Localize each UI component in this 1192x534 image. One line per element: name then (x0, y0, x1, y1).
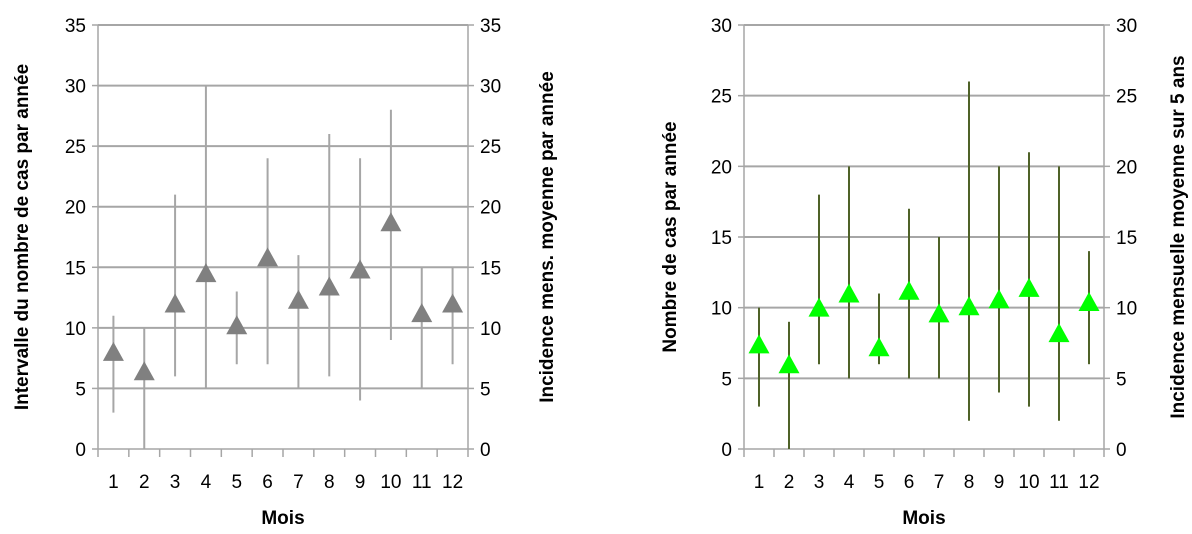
x-tick-label: 11 (412, 472, 432, 493)
y2-tick-label: 5 (1116, 369, 1127, 390)
y2-tick-label: 15 (1116, 228, 1137, 249)
y-axis-title: Nombre de cas par année (660, 121, 681, 352)
y2-tick-label: 20 (480, 198, 501, 219)
x-tick-label: 6 (904, 472, 915, 493)
x-tick-label: 9 (355, 472, 366, 493)
data-point-marker (287, 289, 309, 309)
y2-tick-label: 35 (480, 16, 501, 37)
y2-tick-label: 25 (480, 137, 501, 158)
y2-tick-label: 0 (480, 440, 491, 461)
data-point-marker (928, 303, 950, 323)
y-tick-label: 20 (65, 198, 86, 219)
data-point-marker (226, 315, 248, 335)
y2-tick-label: 10 (1116, 299, 1137, 320)
data-point-marker (838, 283, 860, 303)
data-point-marker (102, 341, 124, 361)
y2-tick-label: 10 (480, 319, 501, 340)
data-point-marker (808, 297, 830, 317)
y2-tick-label: 30 (480, 77, 501, 98)
y-tick-label: 15 (65, 258, 86, 279)
data-point-marker (748, 334, 770, 354)
x-axis-title: Mois (902, 508, 945, 529)
x-tick-label: 10 (1018, 472, 1039, 493)
data-point-marker (411, 303, 433, 323)
x-tick-label: 5 (231, 472, 242, 493)
data-point-marker (988, 289, 1010, 309)
y2-tick-label: 0 (1116, 440, 1127, 461)
x-tick-label: 2 (139, 472, 150, 493)
y2-tick-label: 30 (1116, 16, 1137, 37)
data-point-marker (778, 354, 800, 374)
x-tick-label: 4 (844, 472, 855, 493)
x-tick-label: 9 (994, 472, 1005, 493)
y-tick-label: 5 (75, 379, 86, 400)
y2-tick-label: 20 (1116, 157, 1137, 178)
data-point-marker (318, 276, 340, 296)
y2-tick-label: 25 (1116, 87, 1137, 108)
data-point-marker (195, 263, 217, 283)
data-point-marker (349, 259, 371, 279)
data-point-marker (868, 337, 890, 357)
x-tick-label: 3 (170, 472, 181, 493)
y-tick-label: 5 (721, 369, 732, 390)
x-tick-label: 7 (934, 472, 945, 493)
data-point-marker (380, 212, 402, 232)
data-point-marker (133, 361, 155, 381)
x-tick-label: 3 (814, 472, 825, 493)
data-point-marker (442, 293, 464, 313)
y2-tick-label: 5 (480, 379, 491, 400)
y-tick-label: 30 (711, 16, 732, 37)
x-axis-title: Mois (261, 508, 304, 529)
x-tick-label: 11 (1049, 472, 1069, 493)
y-tick-label: 25 (65, 137, 86, 158)
x-tick-label: 2 (784, 472, 795, 493)
x-tick-label: 4 (201, 472, 212, 493)
x-tick-label: 12 (442, 472, 463, 493)
x-tick-label: 6 (262, 472, 273, 493)
data-point-marker (164, 293, 186, 313)
y-tick-label: 35 (65, 16, 86, 37)
y-tick-label: 0 (75, 440, 86, 461)
y-tick-label: 30 (65, 77, 86, 98)
x-tick-label: 5 (874, 472, 885, 493)
x-tick-label: 12 (1078, 472, 1099, 493)
y-tick-label: 10 (65, 319, 86, 340)
y2-axis-title: Incidence mens. moyenne par année (537, 71, 558, 403)
y-tick-label: 10 (711, 299, 732, 320)
y-tick-label: 25 (711, 87, 732, 108)
x-tick-label: 1 (754, 472, 765, 493)
data-point-marker (1078, 292, 1100, 312)
x-tick-label: 8 (964, 472, 975, 493)
x-tick-label: 8 (324, 472, 335, 493)
data-point-marker (1048, 323, 1070, 343)
y2-axis-title: Incidence mensuelle moyenne sur 5 ans (1168, 55, 1189, 418)
y-tick-label: 15 (711, 228, 732, 249)
y-tick-label: 0 (721, 440, 732, 461)
y2-tick-label: 15 (480, 258, 501, 279)
y-axis-title: Intervalle du nombre de cas par année (12, 64, 33, 410)
x-tick-label: 10 (380, 472, 401, 493)
data-point-marker (1018, 277, 1040, 297)
y-tick-label: 20 (711, 157, 732, 178)
data-point-marker (257, 247, 279, 267)
data-point-marker (958, 296, 980, 316)
x-tick-label: 1 (108, 472, 119, 493)
data-point-marker (898, 280, 920, 300)
x-tick-label: 7 (293, 472, 304, 493)
